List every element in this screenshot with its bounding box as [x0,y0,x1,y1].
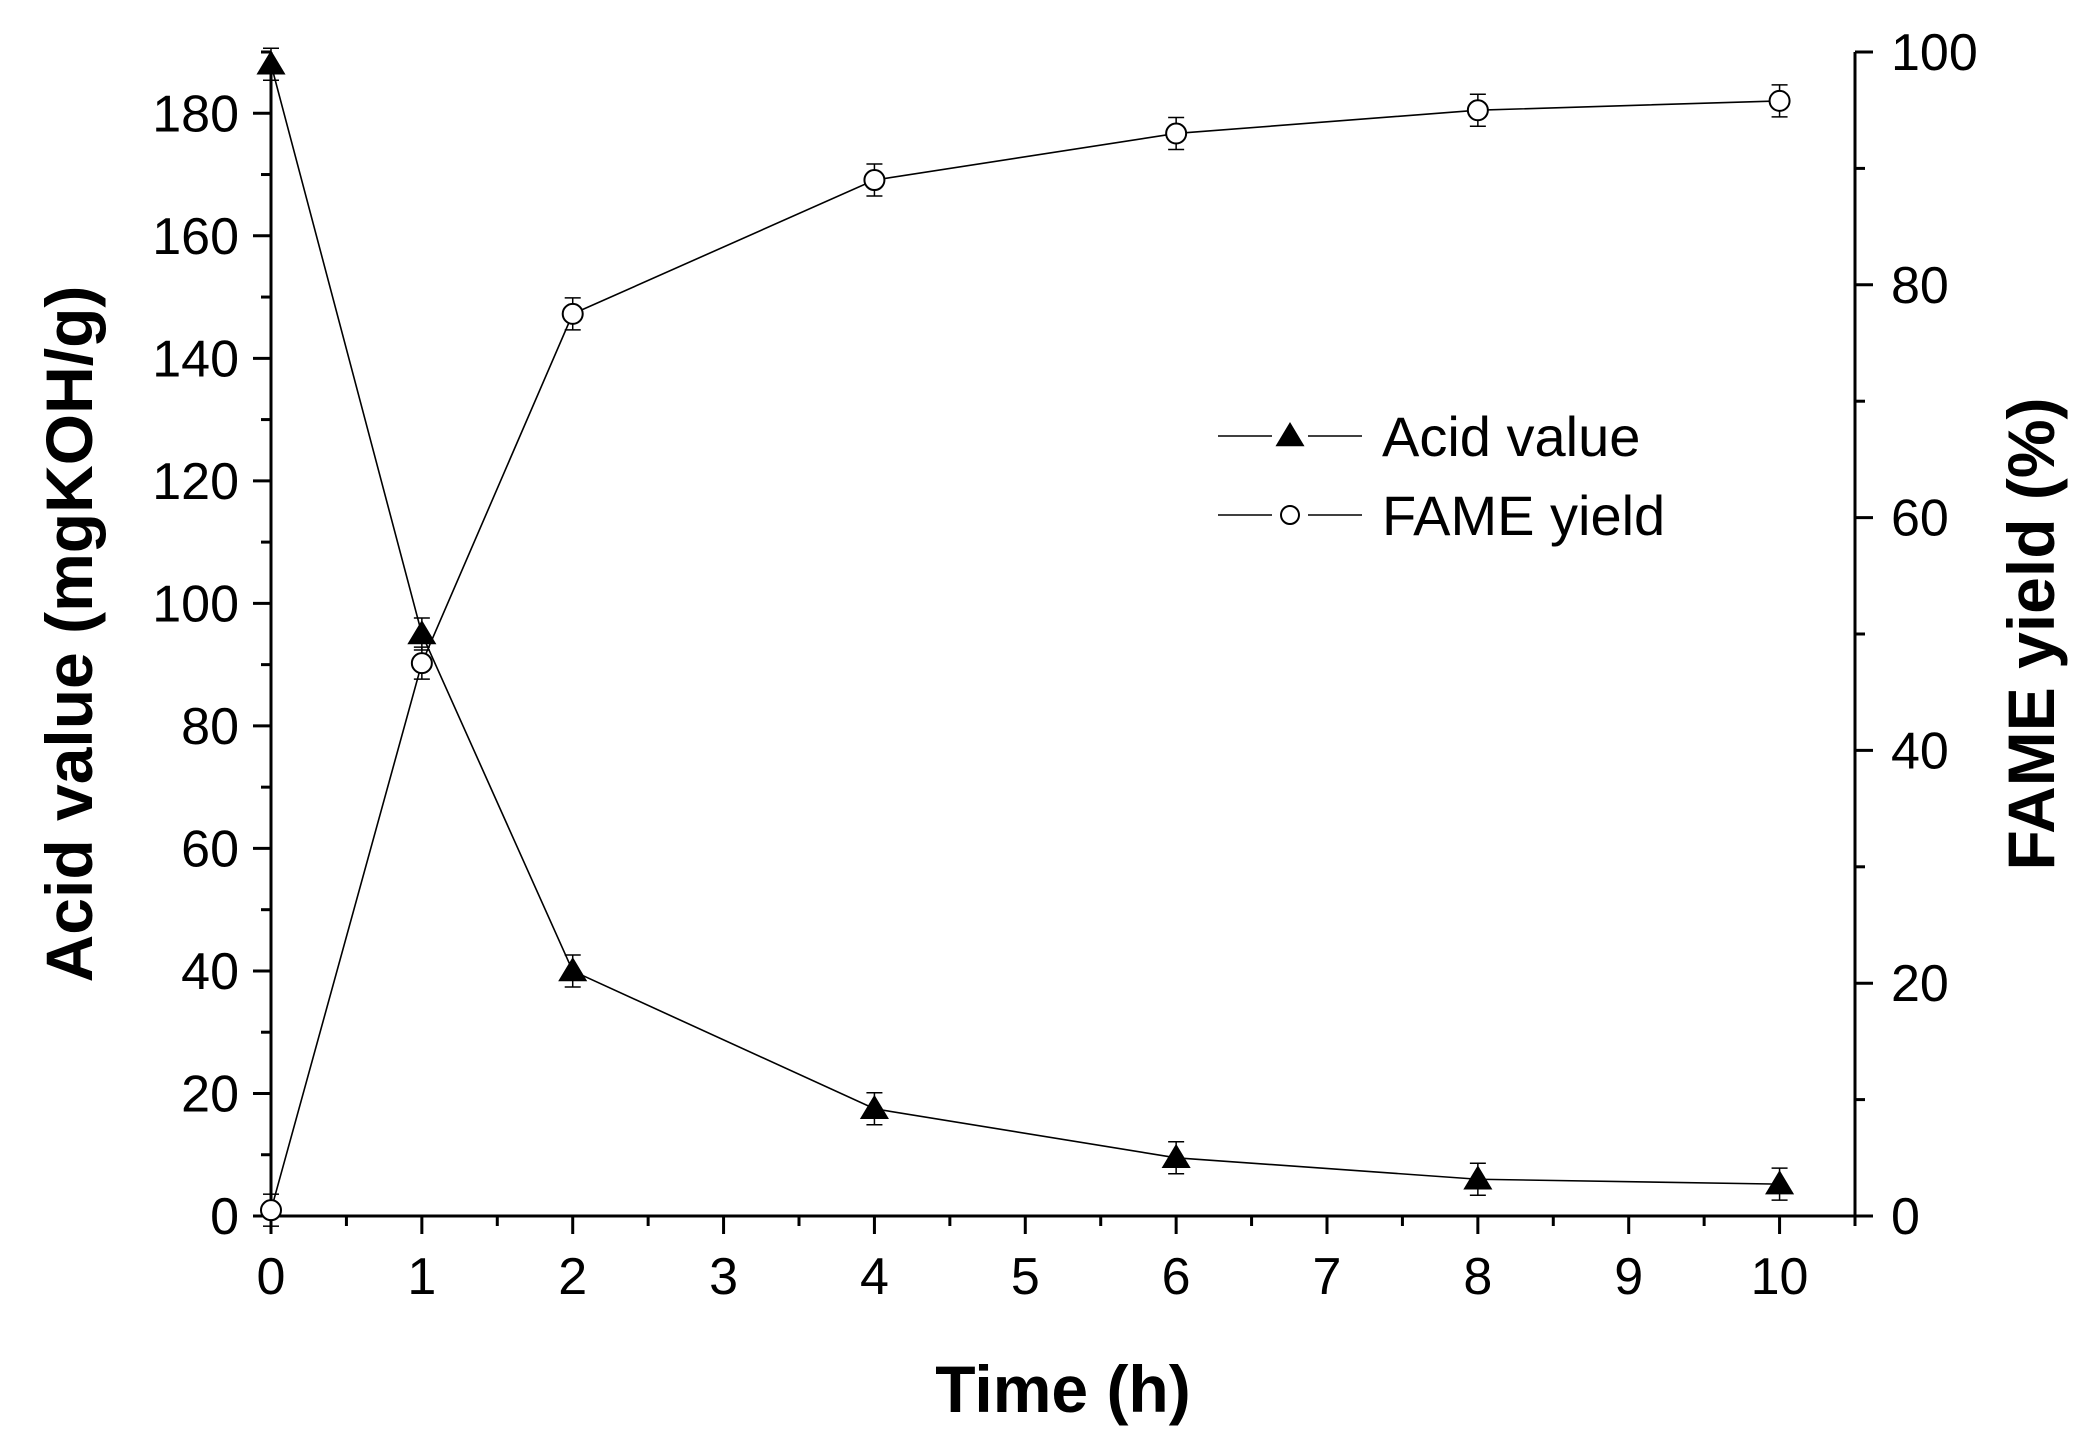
y-left-tick-label: 140 [152,330,239,388]
series-line-0 [270,64,1780,1185]
data-point-triangle [1765,1170,1795,1195]
series [256,47,1795,1227]
x-tick-label: 7 [1313,1248,1342,1306]
y-right-tick-label: 20 [1891,955,1949,1013]
x-tick-label: 9 [1614,1248,1643,1306]
y-left-tick-label: 100 [152,575,239,633]
data-point-circle [1466,99,1489,122]
data-point-triangle [1463,1165,1493,1190]
x-tick-label: 6 [1162,1248,1191,1306]
y-right-tick-label: 40 [1891,722,1949,780]
data-point-triangle [1161,1143,1191,1169]
legend-label: Acid value [1382,405,1640,468]
data-point-triangle [558,956,588,982]
y-right-tick-label: 60 [1891,490,1949,548]
y-left-tick-label: 120 [152,453,239,511]
y-right-tick-label: 80 [1891,257,1949,315]
y-right-tick-label: 0 [1891,1188,1920,1246]
x-tick-label: 4 [860,1248,889,1306]
legend-label: FAME yield [1382,484,1665,547]
data-point-triangle [859,1094,889,1120]
axes: 0 1 2 3 4 5 6 7 8 9 100204060801001201401601800204… [152,24,1978,1306]
data-point-circle [1165,122,1188,145]
x-tick-label: 10 [1751,1248,1809,1306]
data-point-circle [863,169,886,192]
y-right-tick-label: 100 [1891,24,1978,82]
y-left-tick-label: 80 [181,698,239,756]
legend-marker-triangle [1275,422,1305,447]
x-tick-label: 1 [407,1248,436,1306]
x-tick-label: 5 [1011,1248,1040,1306]
y-left-tick-label: 0 [210,1188,239,1246]
series-line-1 [270,100,1780,1211]
data-point-circle [410,652,433,675]
y-axis-left-title: Acid value (mgKOH/g) [32,286,106,983]
data-point-circle [1768,89,1791,112]
data-point-circle [561,302,584,325]
x-axis-title: Time (h) [935,1352,1190,1426]
x-tick-label: 3 [709,1248,738,1306]
data-point-circle [260,1199,282,1222]
y-left-tick-label: 160 [152,208,239,266]
data-point-triangle [407,620,437,645]
y-left-tick-label: 180 [152,85,239,143]
legend-marker-circle [1280,505,1300,525]
y-left-tick-label: 20 [181,1065,239,1123]
x-tick-label: 2 [558,1248,587,1306]
x-tick-label: 0 [257,1248,286,1306]
y-left-tick-label: 40 [181,943,239,1001]
legend: Acid value FAME yield [1218,405,1665,547]
y-left-tick-label: 60 [181,820,239,878]
data-point-triangle [256,50,286,75]
y-axis-right-title: FAME yield (%) [1994,397,2068,870]
x-tick-label: 8 [1463,1248,1492,1306]
